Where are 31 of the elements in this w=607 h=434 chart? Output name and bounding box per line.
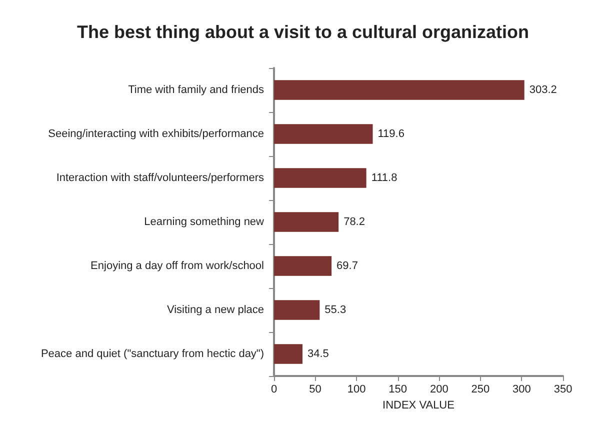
bar xyxy=(274,344,302,364)
y-tick-label: Visiting a new place xyxy=(166,304,264,316)
y-tick-label: Learning something new xyxy=(144,216,264,228)
y-tick-label: Peace and quiet ("sanctuary from hectic day") xyxy=(40,348,264,360)
bar xyxy=(274,80,524,100)
y-tick-label: Time with family and friends xyxy=(128,84,264,96)
y-tick-label: Enjoying a day off from work/school xyxy=(90,260,264,272)
bar xyxy=(274,300,320,320)
x-tick-label: 250 xyxy=(471,384,490,396)
x-tick-label: 300 xyxy=(512,384,531,396)
x-tick-label: 200 xyxy=(430,384,448,396)
x-tick-label: 100 xyxy=(347,384,366,396)
data-label: 78.2 xyxy=(344,216,365,228)
x-tick-label: 0 xyxy=(270,384,278,396)
x-tick-label: 150 xyxy=(388,384,408,396)
bar xyxy=(274,124,373,144)
y-tick-label: Interaction with staff/volunteers/performers xyxy=(56,172,264,184)
data-label: 303.2 xyxy=(529,84,557,96)
data-label: 34.5 xyxy=(307,348,329,360)
y-tick-label: Seeing/interacting with exhibits/performance xyxy=(48,128,264,140)
data-label: 69.7 xyxy=(336,260,358,272)
bar xyxy=(274,168,366,188)
bar xyxy=(274,212,339,232)
data-label: 111.8 xyxy=(371,172,398,184)
data-label: 119.6 xyxy=(378,128,404,140)
data-label: 55.3 xyxy=(324,304,346,316)
bar xyxy=(274,256,332,276)
x-axis-title: INDEX VALUE xyxy=(382,400,454,412)
x-tick-label: 50 xyxy=(309,384,322,396)
x-tick-label: 350 xyxy=(554,384,572,396)
chart-title: The best thing about a visit to a cultural organization xyxy=(76,22,530,42)
